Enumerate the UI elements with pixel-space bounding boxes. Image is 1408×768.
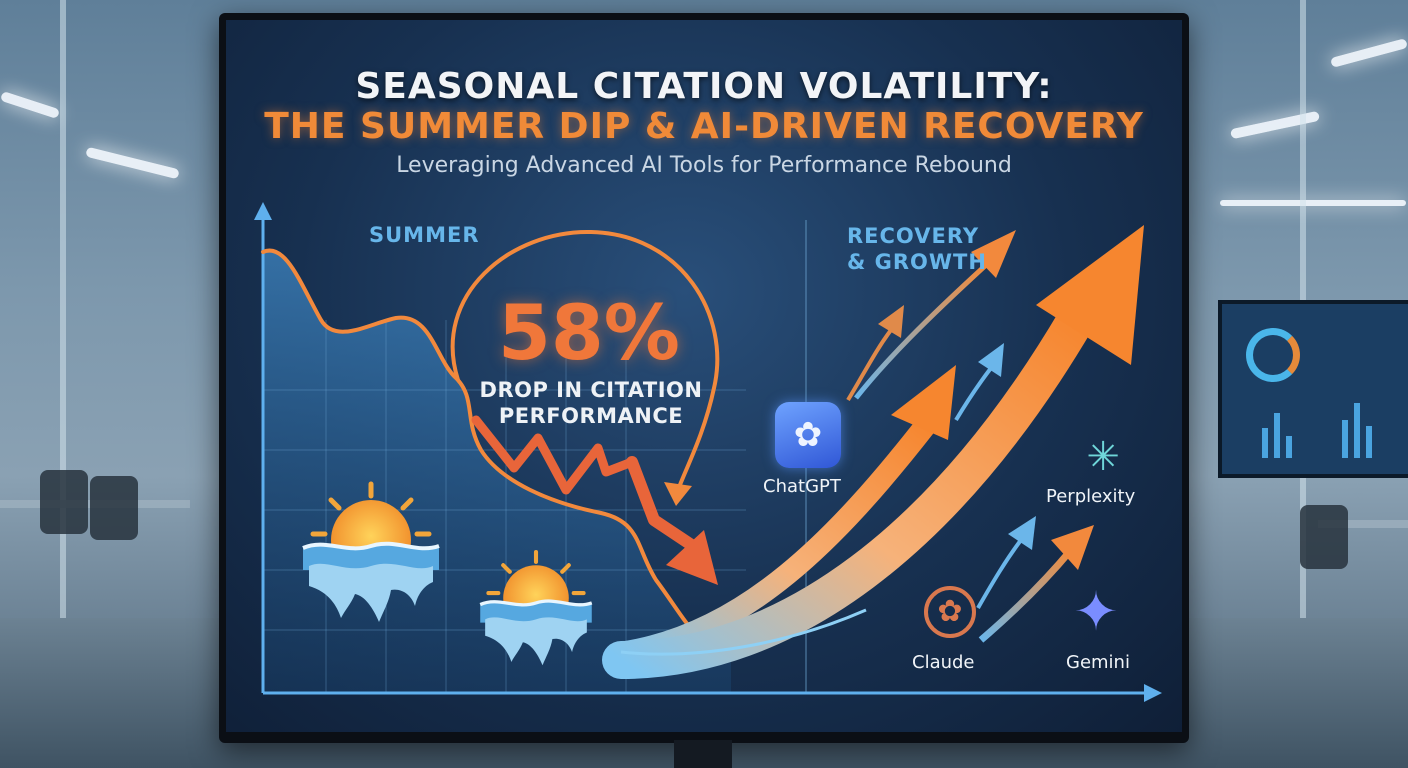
monitor-screen: SEASONAL CITATION VOLATILITY: THE SUMMER… xyxy=(226,20,1182,732)
trend-graphic xyxy=(254,202,1162,702)
drop-description-line-2: PERFORMANCE xyxy=(498,404,684,428)
chatgpt-logo-icon: ✿ xyxy=(775,402,841,468)
recovery-label-line-2: & GROWTH xyxy=(847,250,987,274)
perplexity-logo-icon: ✳ xyxy=(1086,434,1120,480)
office-chair xyxy=(90,476,138,540)
subtitle: Leveraging Advanced AI Tools for Perform… xyxy=(396,153,1012,178)
recovery-arrow-small xyxy=(954,343,1004,422)
monitor: SEASONAL CITATION VOLATILITY: THE SUMMER… xyxy=(219,13,1189,743)
ceiling-light xyxy=(1229,110,1321,140)
title-line-1: SEASONAL CITATION VOLATILITY: xyxy=(355,66,1053,107)
chatgpt-label: ChatGPT xyxy=(763,476,841,497)
drop-arrow xyxy=(626,456,702,554)
dashboard-bar-graphic xyxy=(1366,426,1372,458)
dashboard-bar-graphic xyxy=(1274,413,1280,458)
chart-axes xyxy=(254,202,1162,702)
ceiling-light xyxy=(1330,38,1408,68)
ceiling-light xyxy=(85,146,180,180)
declining-trend-line xyxy=(261,248,733,652)
recovery-label-line-1: RECOVERY xyxy=(847,224,980,248)
drop-arrow xyxy=(471,415,637,495)
office-chair xyxy=(1300,505,1348,569)
sun-icon xyxy=(479,550,593,666)
dashboard-bar-graphic xyxy=(1262,428,1268,458)
title-line-2: THE SUMMER DIP & AI-DRIVEN RECOVERY xyxy=(264,106,1144,147)
drop-description-line-1: DROP IN CITATION xyxy=(479,378,703,402)
gemini-star-icon: ✦ xyxy=(1073,580,1119,643)
recovery-arrow-small xyxy=(978,525,1094,643)
stat-circle-arrow xyxy=(450,229,720,491)
ceiling-light xyxy=(1220,200,1406,206)
gemini-label: Gemini xyxy=(1066,652,1130,673)
dashboard-bar-graphic xyxy=(1354,403,1360,458)
drop-description: DROP IN CITATION PERFORMANCE xyxy=(466,377,716,429)
sun-icon xyxy=(302,481,440,622)
recovery-arrow-small xyxy=(854,230,1016,400)
office-chair xyxy=(40,470,88,534)
perplexity-label: Perplexity xyxy=(1046,486,1136,507)
wall-dashboard-screen xyxy=(1218,300,1408,478)
summer-label: SUMMER xyxy=(369,223,480,247)
drop-percentage: 58% xyxy=(498,288,680,377)
dashboard-bar-graphic xyxy=(1342,420,1348,458)
recovery-arrow-small xyxy=(846,305,904,402)
recovery-baseline-swoosh xyxy=(620,608,867,656)
claude-label: Claude xyxy=(912,652,975,673)
dashboard-donut-graphic xyxy=(1246,328,1300,382)
monitor-stand xyxy=(674,740,732,768)
dashboard-bar-graphic xyxy=(1286,436,1292,458)
drop-arrowhead xyxy=(666,530,718,585)
office-desk xyxy=(1318,520,1408,528)
stat-circle-arrowhead xyxy=(664,482,692,506)
recovery-label: RECOVERY & GROWTH xyxy=(847,223,987,275)
claude-logo-icon: ✿ xyxy=(924,586,976,638)
glass-partition xyxy=(60,0,66,768)
recovery-arrow-small xyxy=(976,516,1036,609)
ceiling-light xyxy=(0,90,61,120)
